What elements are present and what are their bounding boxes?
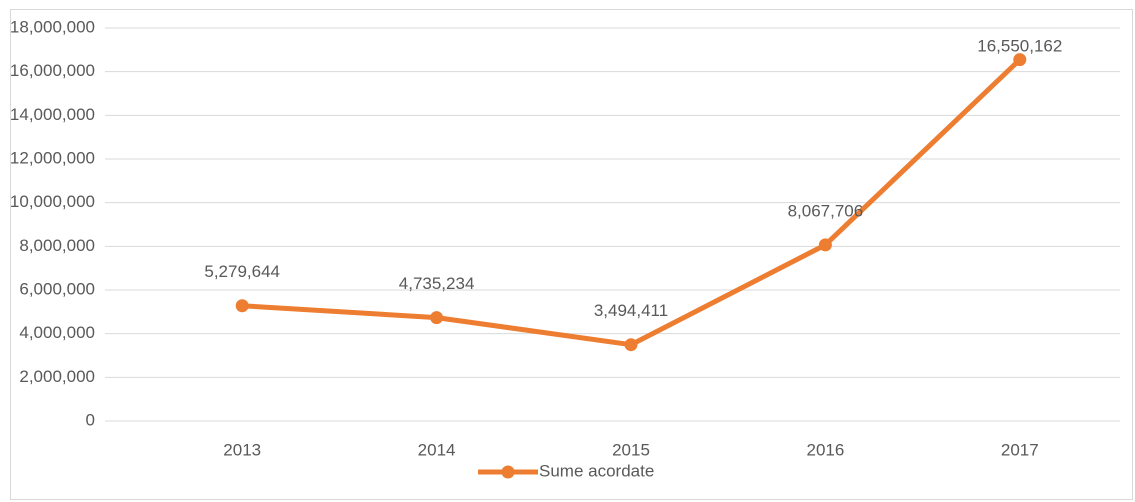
data-point	[235, 299, 249, 313]
data-label: 5,279,644	[204, 262, 280, 281]
x-tick-label: 2017	[1001, 440, 1039, 459]
legend-label: Sume acordate	[539, 461, 654, 480]
data-point	[1013, 53, 1027, 67]
data-label: 4,735,234	[399, 274, 475, 293]
y-tick-label: 14,000,000	[10, 105, 95, 124]
y-tick-label: 8,000,000	[19, 236, 95, 255]
x-tick-label: 2016	[806, 440, 844, 459]
legend-marker	[501, 465, 515, 479]
data-point	[624, 338, 638, 352]
y-tick-label: 12,000,000	[10, 148, 95, 167]
data-label: 3,494,411	[594, 301, 668, 320]
y-tick-label: 16,000,000	[10, 61, 95, 80]
data-label: 16,550,162	[977, 36, 1062, 55]
y-tick-label: 0	[86, 410, 95, 429]
y-tick-label: 18,000,000	[10, 17, 95, 36]
data-point	[818, 238, 832, 252]
y-tick-label: 10,000,000	[10, 192, 95, 211]
x-tick-label: 2013	[223, 440, 261, 459]
y-tick-label: 4,000,000	[19, 323, 95, 342]
data-label: 8,067,706	[788, 201, 864, 220]
y-tick-label: 6,000,000	[19, 279, 95, 298]
data-point	[430, 311, 444, 325]
chart-frame	[10, 9, 1133, 500]
y-tick-label: 2,000,000	[19, 367, 95, 386]
x-tick-label: 2015	[612, 440, 650, 459]
x-tick-label: 2014	[418, 440, 456, 459]
